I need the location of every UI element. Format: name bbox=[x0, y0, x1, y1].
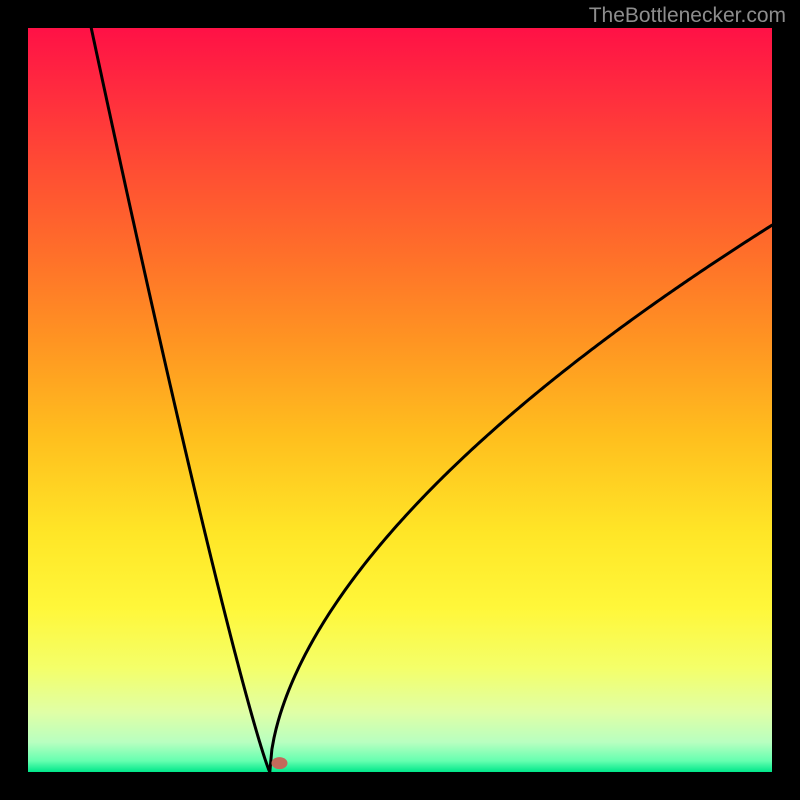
chart-svg bbox=[0, 0, 800, 800]
watermark: TheBottlenecker.com bbox=[589, 4, 786, 28]
plot-bg bbox=[28, 28, 772, 772]
chart-container: TheBottlenecker.com bbox=[0, 0, 800, 800]
min-marker bbox=[271, 757, 287, 769]
